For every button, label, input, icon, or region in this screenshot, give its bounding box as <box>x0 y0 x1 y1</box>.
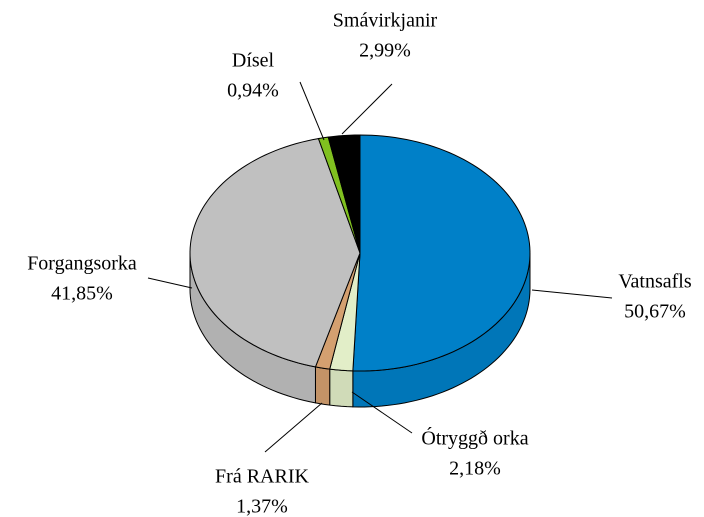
pie-side <box>314 366 331 406</box>
slice-label: Frá RARIK <box>215 466 309 488</box>
pie-slice <box>352 134 531 372</box>
slice-value: 1,37% <box>236 496 288 517</box>
slice-label: Dísel <box>232 50 275 72</box>
slice-label: Ótryggð orka <box>421 426 528 450</box>
slice-value: 2,99% <box>359 40 411 62</box>
leader-line <box>147 277 193 289</box>
pie-slice <box>189 138 361 368</box>
slice-label: Smávirkjanir <box>333 10 438 32</box>
slice-value: 0,94% <box>227 80 279 102</box>
slice-label: Forgangsorka <box>27 253 137 275</box>
leader-line <box>299 81 325 141</box>
leader-line <box>531 289 613 299</box>
slice-value: 41,85% <box>51 283 113 305</box>
leader-line <box>351 391 413 434</box>
slice-value: 50,67% <box>624 301 686 323</box>
pie-side <box>329 368 354 408</box>
slice-value: 2,18% <box>449 458 501 480</box>
pie-slice <box>327 134 361 254</box>
slice-label: Vatnsafls <box>618 271 692 293</box>
leader-line <box>264 402 323 453</box>
leader-line <box>341 83 393 135</box>
